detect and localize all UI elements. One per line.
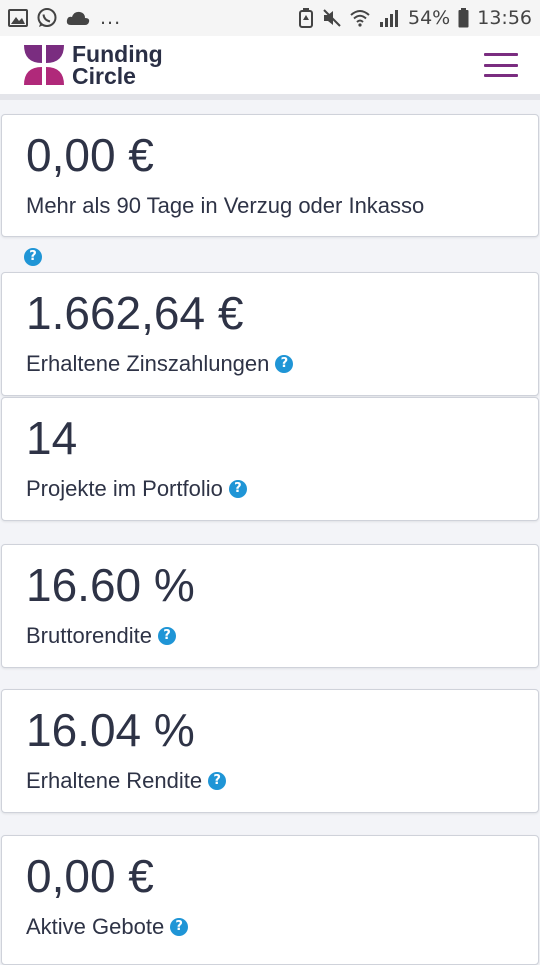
app-header: Funding Circle <box>0 36 540 100</box>
help-icon[interactable]: ? <box>157 627 176 645</box>
stat-value: 16.04 % <box>26 704 195 756</box>
whatsapp-icon <box>36 7 58 29</box>
image-icon <box>8 9 28 27</box>
stat-card-overdue: 0,00 € Mehr als 90 Tage in Verzug oder I… <box>1 114 539 237</box>
wifi-icon <box>350 9 370 27</box>
brand-name: Funding Circle <box>72 41 163 89</box>
funding-circle-logo-icon <box>24 45 64 85</box>
mute-icon <box>322 8 342 28</box>
stat-label: Mehr als 90 Tage in Verzug oder Inkasso <box>26 193 538 219</box>
hamburger-menu-icon[interactable] <box>484 53 518 77</box>
menu-bar <box>484 63 518 67</box>
stat-label: Aktive Gebote ? <box>26 914 538 940</box>
cloud-icon <box>66 10 90 26</box>
stat-card-gross-return: 16.60 % Bruttorendite ? <box>1 544 539 668</box>
menu-bar <box>484 53 518 56</box>
stat-card-active-bids: 0,00 € Aktive Gebote ? <box>1 835 539 965</box>
notification-overflow: ... <box>100 7 122 29</box>
battery-percent: 54% <box>408 7 451 29</box>
brand-line-2: Circle <box>72 63 136 89</box>
signal-icon <box>378 8 400 28</box>
help-icon[interactable]: ? <box>228 480 247 498</box>
stat-label-text: Projekte im Portfolio <box>26 476 223 501</box>
status-bar: ... 54% 13:56 <box>0 0 540 36</box>
stat-value: 16.60 % <box>26 559 195 611</box>
stat-card-projects: 14 Projekte im Portfolio ? <box>1 397 539 521</box>
help-icon[interactable]: ? <box>275 355 294 373</box>
menu-bar <box>484 74 518 77</box>
battery-saver-icon <box>298 8 314 28</box>
stat-label: Erhaltene Zinszahlungen ? <box>26 351 538 377</box>
stat-label-text: Bruttorendite <box>26 623 152 648</box>
stat-value: 14 <box>26 412 78 464</box>
stat-value: 0,00 € <box>26 850 154 902</box>
brand-line-1: Funding <box>72 41 163 67</box>
stat-label-text: Aktive Gebote <box>26 914 165 939</box>
battery-icon <box>458 8 469 28</box>
help-icon[interactable]: ? <box>170 918 189 936</box>
stat-label-text: Mehr als 90 Tage in Verzug oder Inkasso <box>26 193 425 218</box>
stat-value: 1.662,64 € <box>26 287 244 339</box>
stat-value: 0,00 € <box>26 129 154 181</box>
stat-label: Projekte im Portfolio ? <box>26 476 538 502</box>
clock: 13:56 <box>477 7 532 29</box>
help-icon[interactable]: ? <box>24 248 42 266</box>
stat-label-text: Erhaltene Rendite <box>26 768 203 793</box>
stat-card-interest-received: 1.662,64 € Erhaltene Zinszahlungen ? <box>1 272 539 396</box>
stat-label: Bruttorendite ? <box>26 623 538 649</box>
stat-label: Erhaltene Rendite ? <box>26 768 538 794</box>
stat-card-received-return: 16.04 % Erhaltene Rendite ? <box>1 689 539 813</box>
help-icon[interactable]: ? <box>208 772 227 790</box>
brand-logo[interactable]: Funding Circle <box>22 41 163 89</box>
stat-label-text: Erhaltene Zinszahlungen <box>26 351 270 376</box>
